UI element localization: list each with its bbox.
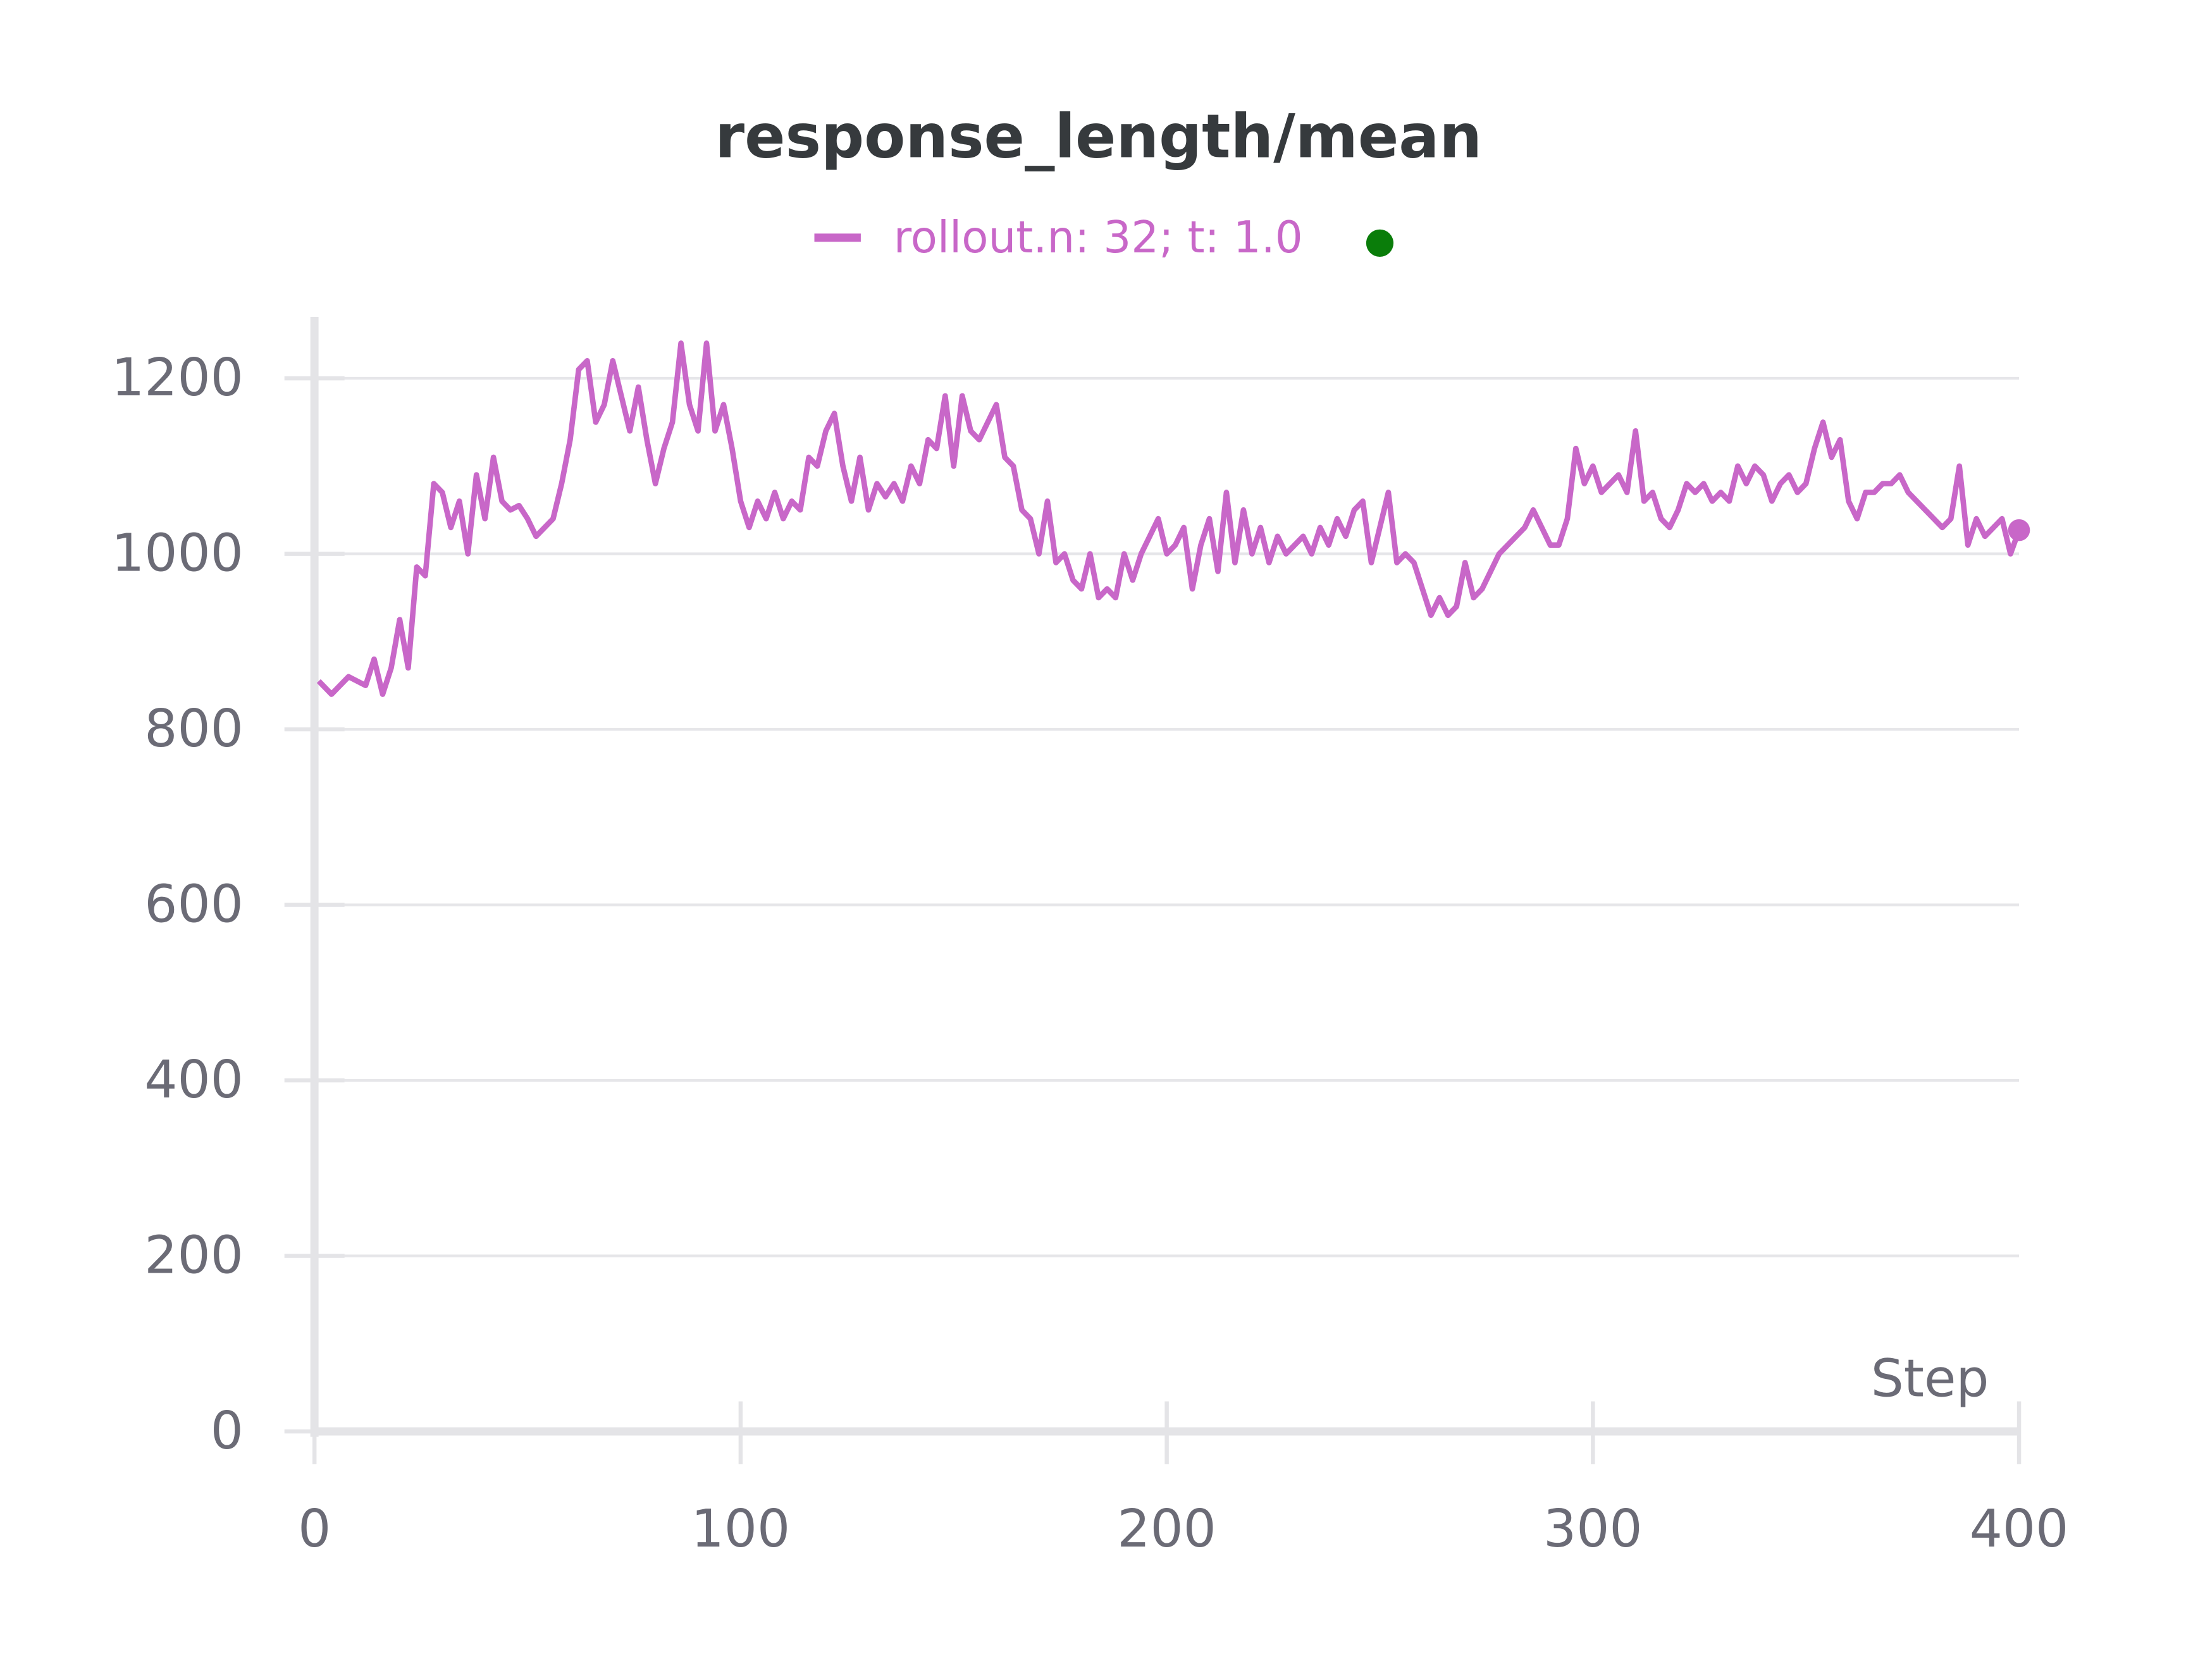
y-tick-label: 1200 — [111, 348, 244, 408]
chart-title: response_length/mean — [715, 102, 1482, 171]
y-tick-label: 600 — [144, 874, 244, 934]
legend-label[interactable]: rollout.n: 32; t: 1.0 — [894, 213, 1303, 263]
x-axis-label: Step — [1871, 1349, 1989, 1409]
last-point — [2008, 519, 2030, 541]
y-tick-label: 400 — [144, 1050, 244, 1110]
y-tick-label: 1000 — [111, 523, 244, 583]
legend-status-dot — [1366, 229, 1394, 257]
x-tick-label: 100 — [691, 1499, 791, 1559]
y-tick-label: 800 — [144, 699, 244, 759]
x-tick-label: 0 — [298, 1499, 331, 1559]
y-tick-label: 200 — [144, 1225, 244, 1285]
x-tick-label: 400 — [1970, 1499, 2069, 1559]
x-tick-label: 200 — [1117, 1499, 1216, 1559]
y-tick-label: 0 — [211, 1401, 244, 1461]
x-tick-label: 300 — [1543, 1499, 1643, 1559]
series-line — [316, 340, 2022, 697]
